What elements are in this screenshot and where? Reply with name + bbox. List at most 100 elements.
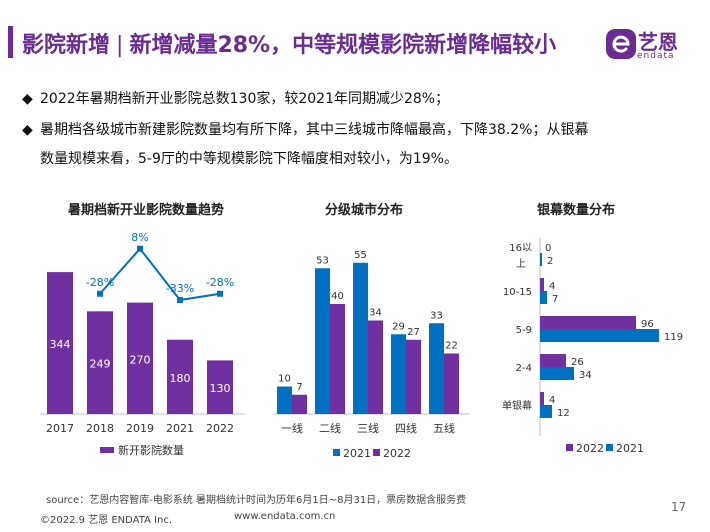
bar-value-label: 270 [130, 353, 151, 366]
x-tick-label: 一线 [281, 421, 303, 435]
x-tick-label: 2017 [46, 422, 74, 435]
bar-value-label: 22 [445, 341, 458, 352]
title-section: 影院新增 [22, 33, 111, 58]
title-separator: | [116, 33, 124, 58]
x-tick-label: 2018 [86, 422, 114, 435]
endata-logo: 艺恩 endata [604, 24, 686, 64]
legend-label-2022: 2022 [576, 442, 604, 455]
footer-source: source：艺恩内容智库-电影系统 暑期档统计时间为历年6月1日~8月31日，… [46, 495, 467, 506]
bar-2017 [47, 272, 73, 414]
bar-value-label: 34 [369, 308, 382, 319]
bar-2021-单银幕 [540, 405, 552, 418]
y-tick-label: 2-4 [516, 363, 532, 374]
bar-value-label: 40 [331, 291, 344, 302]
bar-value-label: 2 [547, 256, 553, 267]
bar-2022-10-15 [540, 278, 544, 291]
footer-url: www.endata.com.cn [234, 511, 336, 522]
bar-value-label: 7 [552, 294, 558, 305]
bar-value-label: 26 [571, 357, 584, 368]
bar-2021-2-4 [540, 367, 574, 380]
bar-value-label: 55 [354, 250, 367, 261]
chart-title-city: 分级城市分布 [325, 203, 404, 218]
x-tick-label: 二线 [319, 421, 341, 435]
bar-value-label: 344 [50, 338, 71, 351]
logo-subtitle: endata [637, 51, 675, 61]
growth-rate-point [177, 297, 183, 303]
bullet-1: ◆ 2022年暑期档新开业影院总数130家，较2021年同期减少28%； [22, 88, 449, 108]
bar-2022-四线 [406, 339, 421, 414]
logo-name: 艺恩 [638, 30, 678, 54]
legend-label-new-cinemas: 新开影院数量 [118, 443, 184, 457]
bar-2019 [127, 302, 153, 414]
bullet-text: 暑期档各级城市新建影院数量均有所下降，其中三线城市降幅最高，下降38.2%；从银… [40, 122, 589, 138]
bullet-marker: ◆ [22, 122, 33, 138]
bar-2022 [207, 360, 233, 414]
legend-swatch-2022 [566, 444, 573, 451]
bar-2018 [87, 311, 113, 414]
bar-value-label: 180 [170, 372, 191, 385]
bar-2022-5-9 [540, 316, 636, 329]
page-title: 影院新增 | 新增减量28%，中等规模影院新增降幅较小 [22, 27, 556, 59]
growth-rate-label: -28% [206, 276, 234, 289]
y-tick-label: 单银幕 [502, 399, 532, 412]
bar-value-label: 27 [407, 327, 420, 338]
y-tick-label: 10-15 [503, 287, 532, 298]
growth-rate-line [99, 247, 221, 302]
legend-label-2022: 2022 [383, 447, 411, 460]
y-tick-label: 5-9 [516, 325, 532, 336]
header-accent-bar [8, 26, 13, 58]
bar-value-label: 4 [549, 281, 555, 292]
bar-2021-16以上 [540, 253, 542, 266]
bar-2021-五线 [429, 323, 444, 414]
growth-rate-point [217, 290, 223, 297]
bar-value-label: 29 [392, 321, 405, 332]
bar-value-label: 7 [296, 382, 302, 393]
bar-value-label: 12 [557, 408, 570, 419]
bar-value-label: 96 [641, 319, 654, 330]
bullet-2-continuation: 数量规模来看，5-9厅的中等规模影院下降幅度相对较小，为19%。 [40, 151, 458, 167]
x-tick-label: 2019 [126, 422, 154, 435]
bar-2022-二线 [330, 304, 345, 414]
bullet-2: ◆ 暑期档各级城市新建影院数量均有所下降，其中三线城市降幅最高，下降38.2%；从… [22, 119, 588, 139]
trend-chart: 344 2017 249 2018 270 2019 180 2021 130 2022 -28% 8… [40, 231, 245, 457]
city-chart: 10 7 一线 53 40 二线 55 34 三线 29 27 四线 33 22 五线 2021 2022 [273, 250, 470, 460]
bar-value-label: 0 [545, 243, 551, 254]
y-tick-label: 16以 [509, 243, 532, 254]
bar-2022-一线 [292, 394, 307, 414]
bullet-marker: ◆ [22, 91, 33, 107]
legend-label-2021: 2021 [616, 442, 644, 455]
growth-rate-label: -28% [86, 276, 114, 289]
bar-2021-10-15 [540, 291, 547, 304]
bullet-text: 2022年暑期档新开业影院总数130家，较2021年同期减少28%； [40, 91, 450, 107]
legend-swatch-new-cinemas [100, 447, 114, 453]
bar-2021-5-9 [540, 329, 659, 342]
bar-2021-二线 [315, 268, 330, 414]
legend-swatch-2022 [373, 449, 380, 456]
bar-2022-三线 [368, 320, 383, 414]
chart-title-screen: 银幕数量分布 [537, 203, 616, 218]
legend-label-2021: 2021 [343, 447, 371, 460]
x-tick-label: 2021 [166, 422, 194, 435]
x-tick-label: 四线 [395, 421, 417, 435]
legend-swatch-2021 [606, 444, 613, 451]
legend-swatch-2021 [333, 449, 340, 456]
x-tick-label: 2022 [206, 422, 234, 435]
bar-value-label: 33 [430, 310, 443, 321]
page-number: 17 [671, 500, 687, 514]
bar-2022-2-4 [540, 354, 566, 367]
title-headline: 新增减量28%，中等规模影院新增降幅较小 [129, 33, 557, 58]
bar-value-label: 4 [549, 395, 555, 406]
bar-2021-一线 [277, 386, 292, 414]
growth-rate-point [137, 245, 143, 252]
x-tick-label: 三线 [357, 421, 379, 435]
bar-2022-五线 [444, 353, 459, 414]
bar-value-label: 10 [278, 374, 291, 385]
y-tick-label: 上 [516, 258, 526, 270]
bar-value-label: 130 [210, 382, 231, 395]
bar-2021-三线 [353, 262, 368, 414]
bar-2021-四线 [391, 334, 406, 414]
bar-value-label: 53 [316, 255, 329, 266]
chart-title-trend: 暑期档新开业影院数量趋势 [68, 203, 225, 218]
